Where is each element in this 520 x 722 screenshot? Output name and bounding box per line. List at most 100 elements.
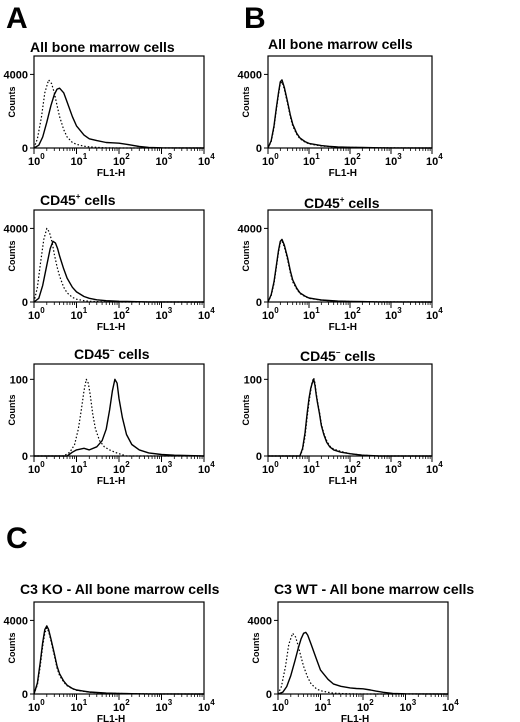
histogram-b2: CD45+ cells 100 101 102 103 104 0 4000 FL1-H Coun…	[238, 195, 444, 333]
x-tick-label: 101	[303, 460, 320, 476]
x-axis-label: FL1-H	[329, 322, 357, 333]
dotted-histogram-line	[34, 378, 204, 457]
histogram-c1: C3 KO - All bone marrow cells 100 101 102 10…	[4, 581, 220, 722]
x-axis-label: FL1-H	[97, 168, 125, 179]
y-tick-label: 4000	[248, 615, 272, 627]
x-axis-label: FL1-H	[329, 168, 357, 179]
y-tick-label: 0	[22, 451, 28, 463]
x-tick-label: 101	[303, 306, 320, 322]
plot-title: All bone marrow cells	[268, 36, 413, 52]
x-tick-label: 104	[426, 152, 443, 168]
plot-frame	[33, 601, 205, 695]
x-tick-label: 103	[156, 152, 173, 168]
dotted-histogram-line	[267, 81, 433, 149]
solid-histogram-line	[34, 378, 205, 457]
plot-frame	[267, 363, 433, 457]
x-tick-label: 104	[198, 698, 215, 714]
x-tick-label: 100	[262, 460, 279, 476]
panel-letter-c: C	[6, 522, 28, 555]
x-tick-label: 103	[156, 460, 173, 476]
plot-title: All bone marrow cells	[30, 39, 175, 55]
solid-histogram-line	[33, 87, 205, 149]
y-tick-label: 4000	[4, 69, 28, 81]
x-tick-label: 104	[198, 460, 215, 476]
y-axis-label: Counts	[241, 87, 251, 118]
dotted-histogram-line	[33, 79, 204, 149]
plot-frame	[33, 55, 205, 149]
plot-frame	[267, 55, 433, 149]
plot-title: CD45− cells	[74, 346, 150, 362]
solid-histogram-line	[267, 79, 433, 149]
x-tick-label: 103	[385, 460, 402, 476]
x-tick-label: 101	[315, 698, 332, 714]
y-axis-label: Counts	[241, 395, 251, 426]
x-tick-label: 104	[426, 460, 443, 476]
plot-title: C3 KO - All bone marrow cells	[20, 581, 220, 597]
solid-histogram-line	[267, 238, 433, 303]
x-tick-label: 102	[344, 306, 361, 322]
solid-histogram-line	[33, 240, 205, 303]
histogram-plots: All bone marrow cells 100 101 102 103 104 0 400…	[4, 36, 475, 722]
plot-title: CD45+ cells	[40, 192, 116, 208]
x-tick-label: 101	[303, 152, 320, 168]
y-axis-label: Counts	[7, 395, 17, 426]
x-tick-label: 103	[400, 698, 417, 714]
x-tick-label: 103	[156, 306, 173, 322]
x-tick-label: 101	[71, 306, 88, 322]
histogram-a1: All bone marrow cells 100 101 102 103 104 0 400…	[4, 39, 216, 179]
x-tick-label: 104	[442, 698, 459, 714]
y-tick-label: 4000	[238, 69, 262, 81]
histogram-c2: C3 WT - All bone marrow cells 100 101 102 10…	[248, 581, 475, 722]
panel-letter-a: A	[6, 2, 28, 35]
histogram-b1: All bone marrow cells 100 101 102 103 104 0 400…	[238, 36, 444, 179]
plot-title: C3 WT - All bone marrow cells	[274, 581, 474, 597]
x-tick-label: 100	[28, 306, 45, 322]
y-tick-label: 0	[266, 689, 272, 701]
y-tick-label: 4000	[4, 615, 28, 627]
plot-frame	[33, 363, 205, 457]
x-tick-label: 100	[262, 306, 279, 322]
x-tick-label: 102	[113, 698, 130, 714]
y-tick-label: 0	[22, 143, 28, 155]
x-tick-label: 100	[28, 698, 45, 714]
y-tick-label: 0	[22, 689, 28, 701]
x-axis-label: FL1-H	[341, 714, 369, 722]
dotted-histogram-line	[277, 632, 448, 695]
solid-histogram-line	[268, 378, 432, 457]
y-tick-label: 100	[10, 374, 28, 386]
y-axis-label: Counts	[7, 633, 17, 664]
x-tick-label: 103	[385, 306, 402, 322]
x-tick-label: 102	[344, 460, 361, 476]
y-axis-label: Counts	[251, 633, 261, 664]
x-tick-label: 101	[71, 460, 88, 476]
solid-histogram-line	[277, 631, 449, 695]
solid-histogram-line	[33, 625, 205, 695]
x-tick-label: 104	[198, 306, 215, 322]
x-tick-label: 102	[113, 152, 130, 168]
y-tick-label: 0	[256, 297, 262, 309]
dotted-histogram-line	[267, 240, 433, 303]
y-tick-label: 0	[256, 143, 262, 155]
panel-letter-b: B	[244, 2, 266, 35]
y-axis-label: Counts	[7, 87, 17, 118]
x-tick-label: 104	[198, 152, 215, 168]
x-tick-label: 104	[426, 306, 443, 322]
x-tick-label: 102	[357, 698, 374, 714]
histogram-a2: CD45+ cells 100 101 102 103 104 0 4000 FL1-H Coun…	[4, 192, 216, 333]
y-tick-label: 4000	[4, 223, 28, 235]
x-tick-label: 101	[71, 152, 88, 168]
plot-frame	[267, 209, 433, 303]
x-axis-label: FL1-H	[97, 322, 125, 333]
x-tick-label: 101	[71, 698, 88, 714]
y-tick-label: 100	[244, 374, 262, 386]
x-tick-label: 102	[113, 306, 130, 322]
y-tick-label: 0	[256, 451, 262, 463]
x-tick-label: 103	[156, 698, 173, 714]
dotted-histogram-line	[33, 227, 204, 303]
dotted-histogram-line	[33, 627, 204, 695]
y-tick-label: 4000	[238, 223, 262, 235]
y-axis-label: Counts	[241, 241, 251, 272]
